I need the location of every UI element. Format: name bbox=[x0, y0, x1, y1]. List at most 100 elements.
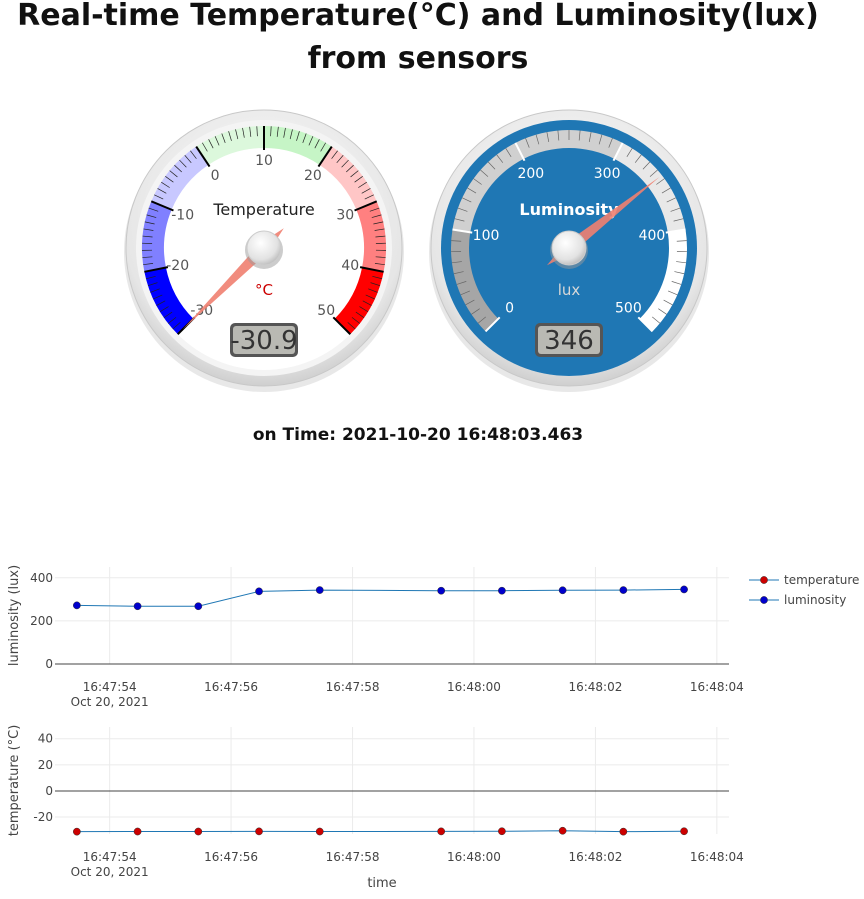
legend-item-luminosity[interactable]: luminosity bbox=[749, 593, 846, 607]
gauge-minor-tick bbox=[362, 300, 372, 306]
gauge-minor-tick bbox=[375, 256, 386, 258]
gauge-minor-tick bbox=[308, 136, 314, 146]
gauge-title: Temperature bbox=[212, 200, 314, 219]
data-point-temperature bbox=[619, 827, 628, 836]
gauge-highlight-3 bbox=[196, 126, 264, 165]
x-tick-label: 16:47:54 bbox=[83, 850, 137, 864]
gauge-minor-tick bbox=[473, 178, 482, 185]
gauge-minor-tick bbox=[208, 139, 214, 149]
gauge-minor-tick bbox=[144, 221, 155, 225]
gauge-minor-tick bbox=[347, 322, 356, 330]
data-point-temperature bbox=[255, 827, 263, 836]
gauge-minor-tick bbox=[283, 127, 286, 138]
data-point-temperature bbox=[133, 827, 142, 836]
chart-legend[interactable]: temperature luminosity bbox=[749, 573, 859, 607]
y-axis-title: luminosity (lux) bbox=[7, 565, 22, 666]
gauge-minor-tick bbox=[146, 214, 157, 218]
data-point-luminosity bbox=[133, 602, 142, 611]
y-axis-title: temperature (°C) bbox=[7, 725, 22, 837]
gauge-minor-tick bbox=[546, 132, 550, 142]
gauge-minor-tick bbox=[221, 133, 226, 144]
gauge-minor-tick bbox=[676, 261, 687, 264]
gauge-minor-tick bbox=[676, 240, 687, 242]
x-tick-label: 16:47:58 bbox=[326, 850, 380, 864]
gauge-minor-tick bbox=[465, 299, 475, 306]
gauge-minor-tick bbox=[666, 197, 676, 203]
gauge-minor-tick bbox=[256, 126, 258, 137]
gauge-highlight-6 bbox=[356, 201, 386, 272]
gauge-major-tick bbox=[144, 266, 169, 273]
gauge-minor-tick bbox=[157, 188, 167, 194]
gauge-minor-tick bbox=[642, 161, 651, 170]
timestamp-line: on Time: 2021-10-20 16:48:03.463 bbox=[0, 425, 836, 445]
gauge-minor-tick bbox=[336, 155, 344, 164]
gauge-minor-tick bbox=[670, 207, 681, 212]
gauge-minor-tick bbox=[457, 207, 468, 212]
luminosity-chart: 16:47:54 16:47:56 16:47:58 16:48:00 16:48:02… bbox=[7, 565, 744, 709]
gauge-minor-tick bbox=[372, 275, 383, 280]
series-line-luminosity bbox=[76, 588, 685, 607]
data-point-temperature bbox=[437, 827, 446, 836]
gauge-minor-tick bbox=[154, 194, 164, 200]
gauge-minor-tick bbox=[172, 322, 181, 330]
gauge-tick-label: -20 bbox=[166, 258, 189, 274]
gauge-minor-tick bbox=[159, 306, 169, 313]
gauge-value-screen bbox=[538, 326, 600, 354]
x-axis-title: time bbox=[367, 876, 396, 891]
gauge-minor-tick bbox=[454, 218, 465, 222]
x-tick-label: 16:48:02 bbox=[568, 850, 622, 864]
x-tick-label: 16:48:00 bbox=[447, 850, 501, 864]
gauge-minor-tick bbox=[214, 136, 220, 146]
data-point-luminosity bbox=[680, 585, 688, 594]
gauge-value-readout: -30.9 bbox=[230, 326, 297, 356]
x-tick-label: 16:48:00 bbox=[447, 680, 501, 694]
gauge-units: lux bbox=[558, 281, 581, 299]
gauge-minor-tick bbox=[487, 161, 496, 170]
gauge-hub bbox=[551, 230, 587, 266]
temperature-chart: 16:47:54 16:47:56 16:47:58 16:48:00 16:48:02… bbox=[7, 725, 744, 891]
gauge-minor-tick bbox=[471, 308, 480, 315]
legend-item-temperature[interactable]: temperature bbox=[749, 573, 859, 587]
gauge-minor-tick bbox=[374, 262, 385, 266]
gauge-value-screen bbox=[233, 326, 295, 354]
gauge-minor-tick bbox=[651, 316, 661, 324]
gauge-minor-tick bbox=[375, 235, 386, 238]
gauge-minor-tick bbox=[626, 148, 633, 158]
gauge-major-tick bbox=[665, 228, 686, 234]
gauge-minor-tick bbox=[359, 306, 369, 313]
gauge-minor-tick bbox=[368, 288, 378, 293]
data-point-luminosity bbox=[194, 602, 203, 611]
gauge-minor-tick bbox=[477, 316, 487, 324]
gauge-minor-tick bbox=[289, 129, 293, 140]
gauge-major-tick bbox=[317, 146, 333, 168]
gauge-major-tick bbox=[637, 316, 654, 333]
data-point-temperature bbox=[680, 827, 688, 836]
y-tick-label: -20 bbox=[33, 810, 53, 824]
x-tick-label: 16:48:02 bbox=[568, 680, 622, 694]
gauge-minor-tick bbox=[270, 126, 272, 137]
gauge-title: Luminosity bbox=[519, 200, 619, 219]
gauge-highlight-1 bbox=[452, 130, 623, 233]
gauge-highlight-2 bbox=[151, 146, 209, 210]
gauge-major-tick bbox=[332, 316, 351, 335]
gauge-minor-tick bbox=[667, 290, 678, 296]
gauge-minor-tick bbox=[658, 308, 667, 315]
gauge-minor-tick bbox=[656, 178, 665, 185]
legend-marker bbox=[760, 596, 768, 604]
x-tick-label: 16:47:56 bbox=[204, 680, 258, 694]
gauge-minor-tick bbox=[369, 207, 380, 212]
gauge-minor-tick bbox=[467, 187, 477, 194]
gauge-minor-tick bbox=[145, 275, 156, 280]
gauge-minor-tick bbox=[634, 154, 642, 163]
x-date-label: Oct 20, 2021 bbox=[71, 695, 149, 709]
gauge-minor-tick bbox=[358, 181, 367, 188]
x-date-label: Oct 20, 2021 bbox=[71, 865, 149, 879]
gauge-minor-tick bbox=[361, 188, 371, 194]
x-tick-label: 16:47:56 bbox=[204, 850, 258, 864]
gauge-tick-label: 50 bbox=[317, 303, 335, 319]
gauge-tick-label: 10 bbox=[255, 153, 273, 169]
gauge-minor-tick bbox=[674, 271, 685, 275]
data-point-luminosity bbox=[437, 586, 446, 595]
gauge-minor-tick bbox=[142, 256, 153, 258]
